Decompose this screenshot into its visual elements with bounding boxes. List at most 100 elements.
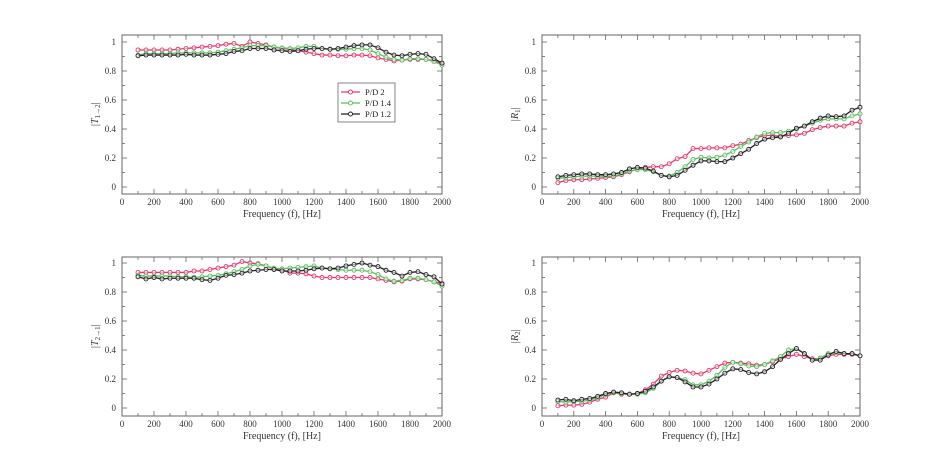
- data-point: [223, 264, 229, 270]
- data-point: [674, 375, 680, 380]
- data-point: [367, 275, 373, 280]
- y-tick-label: 1: [112, 258, 117, 268]
- data-point: [311, 46, 317, 51]
- x-tick-label: 800: [243, 197, 257, 207]
- data-point: [611, 389, 616, 395]
- data-point: [311, 51, 317, 57]
- data-point: [423, 56, 429, 62]
- data-point: [311, 266, 317, 272]
- data-point: [778, 134, 783, 140]
- y-label-close: |: [90, 102, 101, 104]
- data-point: [175, 275, 181, 281]
- data-point: [762, 130, 768, 136]
- data-point: [175, 269, 181, 275]
- data-point: [730, 359, 736, 365]
- data-point: [698, 146, 704, 152]
- x-tick-label: 2000: [433, 197, 452, 207]
- y-tick-label: 0.4: [105, 345, 117, 355]
- data-point: [730, 143, 736, 149]
- y-tick-label: 0.8: [105, 287, 117, 297]
- data-point: [343, 53, 349, 59]
- data-point: [698, 384, 704, 390]
- data-point: [849, 351, 855, 357]
- y-tick-label: 0.6: [105, 95, 117, 105]
- data-point: [407, 275, 413, 281]
- x-tick-label: 200: [147, 419, 161, 429]
- data-point: [207, 52, 213, 58]
- data-point: [247, 263, 253, 269]
- series-line: [557, 106, 861, 178]
- data-point: [383, 276, 389, 282]
- data-point: [658, 172, 664, 178]
- data-point: [383, 267, 389, 273]
- y-axis-label: |R1|: [510, 107, 522, 121]
- data-point: [391, 269, 397, 275]
- data-point: [698, 371, 704, 377]
- data-point: [351, 52, 357, 58]
- data-point: [143, 52, 149, 58]
- data-point: [650, 164, 656, 170]
- data-point: [770, 135, 775, 141]
- data-point: [706, 158, 712, 164]
- data-point: [714, 364, 720, 370]
- legend-label: P/D 1.4: [365, 98, 392, 108]
- x-tick-label: 1200: [724, 197, 743, 207]
- data-point: [801, 351, 807, 357]
- data-point: [555, 403, 561, 409]
- data-point: [159, 276, 165, 282]
- data-point: [407, 51, 413, 57]
- data-point: [746, 363, 752, 369]
- series-p-d-1-2: [555, 346, 863, 404]
- y-axis-label: |R2|: [510, 329, 522, 343]
- data-point: [603, 391, 609, 396]
- data-point: [642, 165, 648, 171]
- data-point: [603, 172, 609, 178]
- data-point: [239, 48, 245, 54]
- y-tick-label: 0.8: [105, 66, 117, 76]
- y-label-close: |: [510, 329, 521, 331]
- y-label-subscript: 1→2: [94, 104, 102, 119]
- data-point: [391, 278, 397, 284]
- data-point: [271, 47, 277, 53]
- data-point: [714, 145, 720, 151]
- data-point: [801, 130, 807, 136]
- data-point: [351, 43, 357, 49]
- data-point: [555, 180, 561, 186]
- data-point: [423, 272, 429, 278]
- data-point: [439, 281, 445, 287]
- axes-frame: [541, 34, 861, 195]
- y-tick-label: 0.6: [525, 316, 537, 326]
- data-point: [754, 141, 760, 146]
- data-point: [223, 41, 229, 47]
- data-point: [279, 48, 285, 54]
- x-tick-label: 200: [567, 197, 581, 207]
- data-point: [801, 123, 807, 129]
- data-point: [367, 262, 373, 268]
- data-point: [263, 267, 269, 272]
- data-point: [698, 158, 704, 164]
- data-point: [343, 263, 349, 269]
- y-label-close: |: [90, 324, 101, 326]
- y-tick-label: 0: [112, 182, 117, 192]
- x-tick-label: 400: [599, 419, 613, 429]
- data-point: [215, 51, 221, 57]
- y-tick-label: 1: [532, 258, 537, 268]
- data-point: [183, 46, 189, 51]
- data-point: [207, 277, 213, 283]
- x-tick-label: 800: [243, 419, 257, 429]
- data-point: [295, 48, 301, 54]
- data-point: [191, 268, 197, 274]
- series-p-d-1-2: [135, 42, 445, 66]
- data-point: [151, 52, 157, 58]
- data-point: [833, 349, 839, 354]
- legend-label: P/D 2: [365, 87, 385, 97]
- x-tick-label: 1200: [724, 419, 743, 429]
- data-point: [563, 396, 569, 402]
- data-point: [786, 130, 791, 136]
- data-point: [255, 46, 261, 51]
- data-point: [587, 171, 593, 177]
- x-tick-label: 0: [120, 197, 125, 207]
- data-point: [303, 46, 309, 52]
- data-point: [343, 44, 349, 50]
- x-tick-label: 200: [147, 197, 161, 207]
